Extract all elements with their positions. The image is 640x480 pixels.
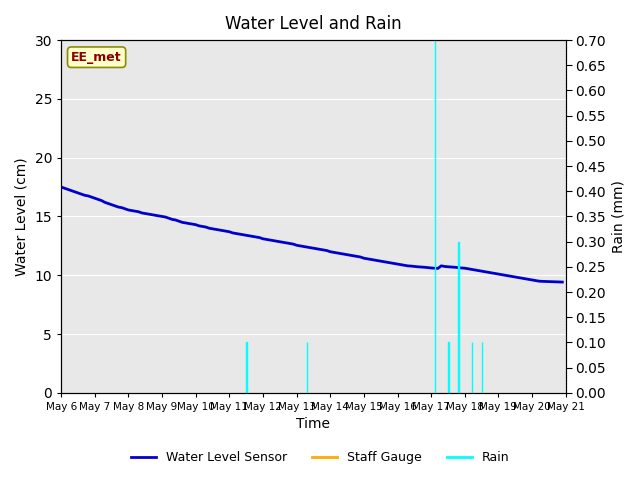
Title: Water Level and Rain: Water Level and Rain	[225, 15, 402, 33]
Text: EE_met: EE_met	[71, 51, 122, 64]
Y-axis label: Water Level (cm): Water Level (cm)	[15, 157, 29, 276]
Legend: Water Level Sensor, Staff Gauge, Rain: Water Level Sensor, Staff Gauge, Rain	[125, 446, 515, 469]
X-axis label: Time: Time	[296, 418, 330, 432]
Y-axis label: Rain (mm): Rain (mm)	[611, 180, 625, 253]
